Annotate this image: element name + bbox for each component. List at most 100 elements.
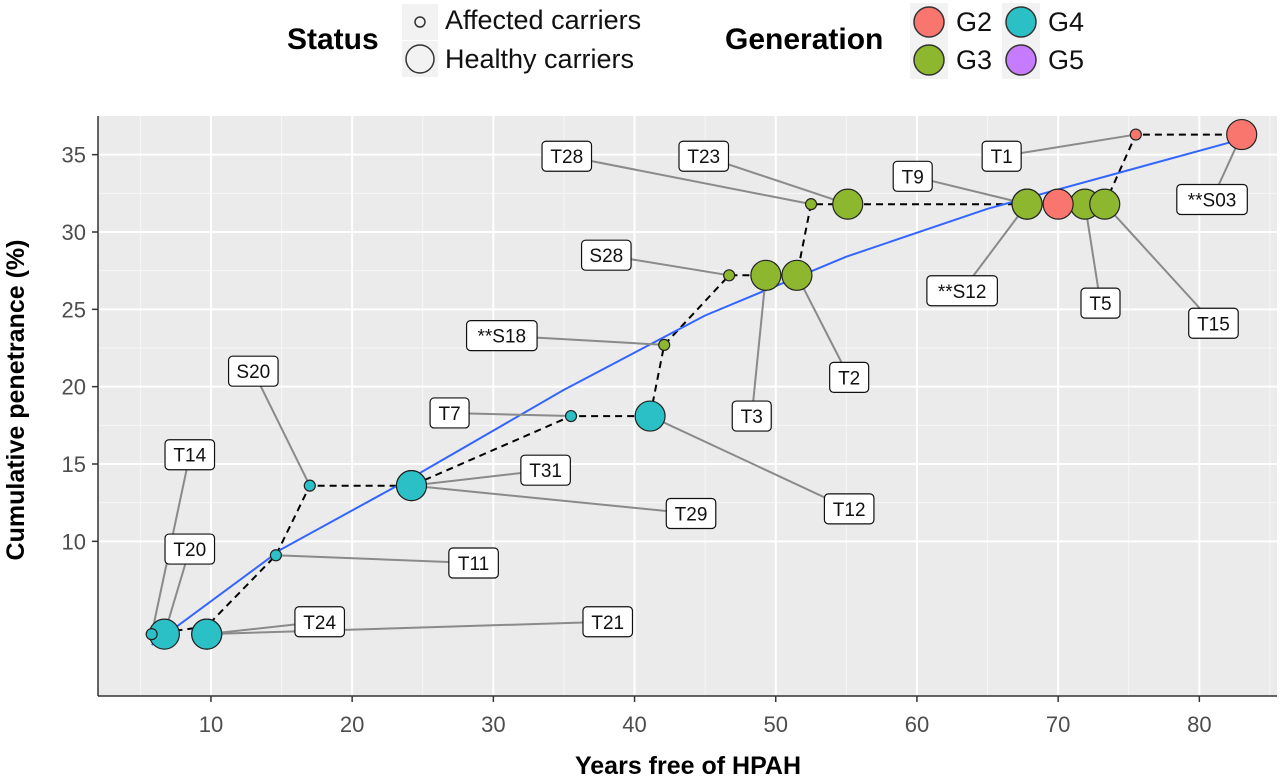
point-label-text: **S12: [938, 282, 987, 303]
legend: Status Affected carriers Healthy carrier…: [287, 3, 1084, 79]
data-point: [723, 269, 736, 282]
y-tick-label: 30: [62, 220, 86, 245]
points: [145, 118, 1258, 650]
point-label-box: [520, 454, 571, 486]
point-label-text: T5: [1089, 294, 1111, 315]
point-label-box: [926, 275, 998, 307]
point-label-box: [227, 355, 279, 387]
point-label-box: [541, 140, 593, 172]
point-label-box: [892, 160, 933, 192]
legend-generation-title: Generation: [725, 23, 883, 56]
data-point: [1011, 188, 1043, 220]
label-leader: [566, 155, 812, 206]
point-label-text: S20: [236, 362, 270, 383]
legend-g5-label: G5: [1048, 45, 1084, 75]
point-label-box: [665, 497, 717, 530]
label-leader: [750, 275, 767, 417]
legend-g4-symbol: [1005, 6, 1037, 38]
data-point: [1226, 118, 1258, 151]
point-label-text: T24: [303, 613, 336, 634]
point-label-box: [981, 140, 1022, 172]
label-leader: [1001, 133, 1136, 158]
point-label-box: [294, 606, 346, 638]
label-leader: [1104, 203, 1215, 324]
y-tick-label: 25: [62, 297, 86, 322]
legend-status-title: Status: [287, 23, 379, 56]
data-point: [781, 259, 813, 291]
label-leader: [796, 274, 851, 378]
point-label-text: T28: [550, 147, 583, 168]
point-label-box: [429, 397, 470, 429]
point-label-text: **S03: [1188, 191, 1237, 212]
curves: [151, 133, 1242, 646]
legend-g4-label: G4: [1048, 7, 1084, 37]
legend-healthy-label: Healthy carriers: [445, 44, 634, 74]
legend-g3-symbol: [913, 44, 945, 76]
data-point: [395, 470, 428, 502]
point-label-text: T7: [438, 404, 460, 425]
label-leader: [1083, 204, 1102, 304]
y-tick-label: 35: [62, 143, 86, 168]
x-tick-label: 70: [1046, 712, 1070, 737]
data-point: [1129, 128, 1142, 141]
point-label-box: [580, 239, 632, 271]
axes: [92, 116, 1277, 702]
x-tick-label: 80: [1187, 712, 1211, 737]
legend-g2-label: G2: [956, 7, 992, 37]
point-label-box: [164, 533, 216, 565]
point-label-box: [164, 439, 216, 471]
point-label-text: T15: [1197, 314, 1230, 335]
data-point: [564, 409, 578, 423]
data-point: [658, 338, 671, 352]
point-label-text: T20: [173, 540, 206, 561]
legend-affected-label: Affected carriers: [445, 5, 641, 35]
x-tick-label: 20: [340, 712, 364, 737]
label-leader: [649, 415, 850, 510]
label-leader: [206, 620, 608, 636]
data-point: [145, 628, 158, 641]
point-label-text: T23: [687, 147, 720, 168]
x-tick-label: 40: [622, 712, 646, 737]
point-label-text: T21: [591, 613, 624, 634]
data-point: [750, 259, 782, 291]
point-label-text: T2: [838, 368, 860, 389]
data-point: [804, 198, 818, 211]
data-point: [634, 400, 666, 432]
point-label-text: T11: [458, 554, 489, 575]
label-leader: [411, 484, 692, 515]
data-point: [303, 479, 316, 492]
legend-g5-symbol: [1005, 44, 1037, 76]
y-tick-label: 15: [62, 452, 86, 477]
point-label-text: S28: [589, 246, 623, 267]
point-labels: T14 T20 T24 T21 T11 S20 T31 T29 T7 T12 **S18 S28 T3 T…: [164, 140, 1248, 638]
point-label-text: T29: [675, 504, 708, 525]
point-label-text: **S18: [478, 327, 527, 348]
label-leader: [275, 554, 474, 564]
x-tick-label: 60: [905, 712, 929, 737]
x-axis-title: Years free of HPAH: [575, 752, 801, 776]
x-tick-label: 30: [481, 712, 505, 737]
label-leader: [449, 411, 572, 418]
point-label-text: T12: [833, 500, 866, 521]
legend-g3-label: G3: [956, 45, 992, 75]
x-tick-label: 50: [764, 712, 788, 737]
point-label-box: [678, 140, 730, 172]
point-label-box: [731, 400, 772, 432]
point-label-box: [465, 320, 538, 352]
data-point: [269, 549, 283, 562]
point-label-box: [1176, 183, 1248, 216]
point-label-box: [448, 547, 499, 579]
point-label-text: T9: [902, 167, 924, 188]
point-label-box: [823, 493, 875, 525]
y-tick-label: 10: [62, 529, 86, 554]
point-label-text: T31: [529, 461, 562, 482]
point-label-box: [1080, 287, 1121, 319]
label-leader: [252, 370, 311, 487]
legend-healthy-symbol: [405, 44, 435, 74]
point-label-box: [582, 606, 634, 638]
fit-curve: [151, 138, 1242, 646]
point-label-box: [1188, 307, 1239, 339]
y-axis-title: Cumulative penetrance (%): [2, 240, 30, 561]
data-point: [191, 618, 223, 650]
